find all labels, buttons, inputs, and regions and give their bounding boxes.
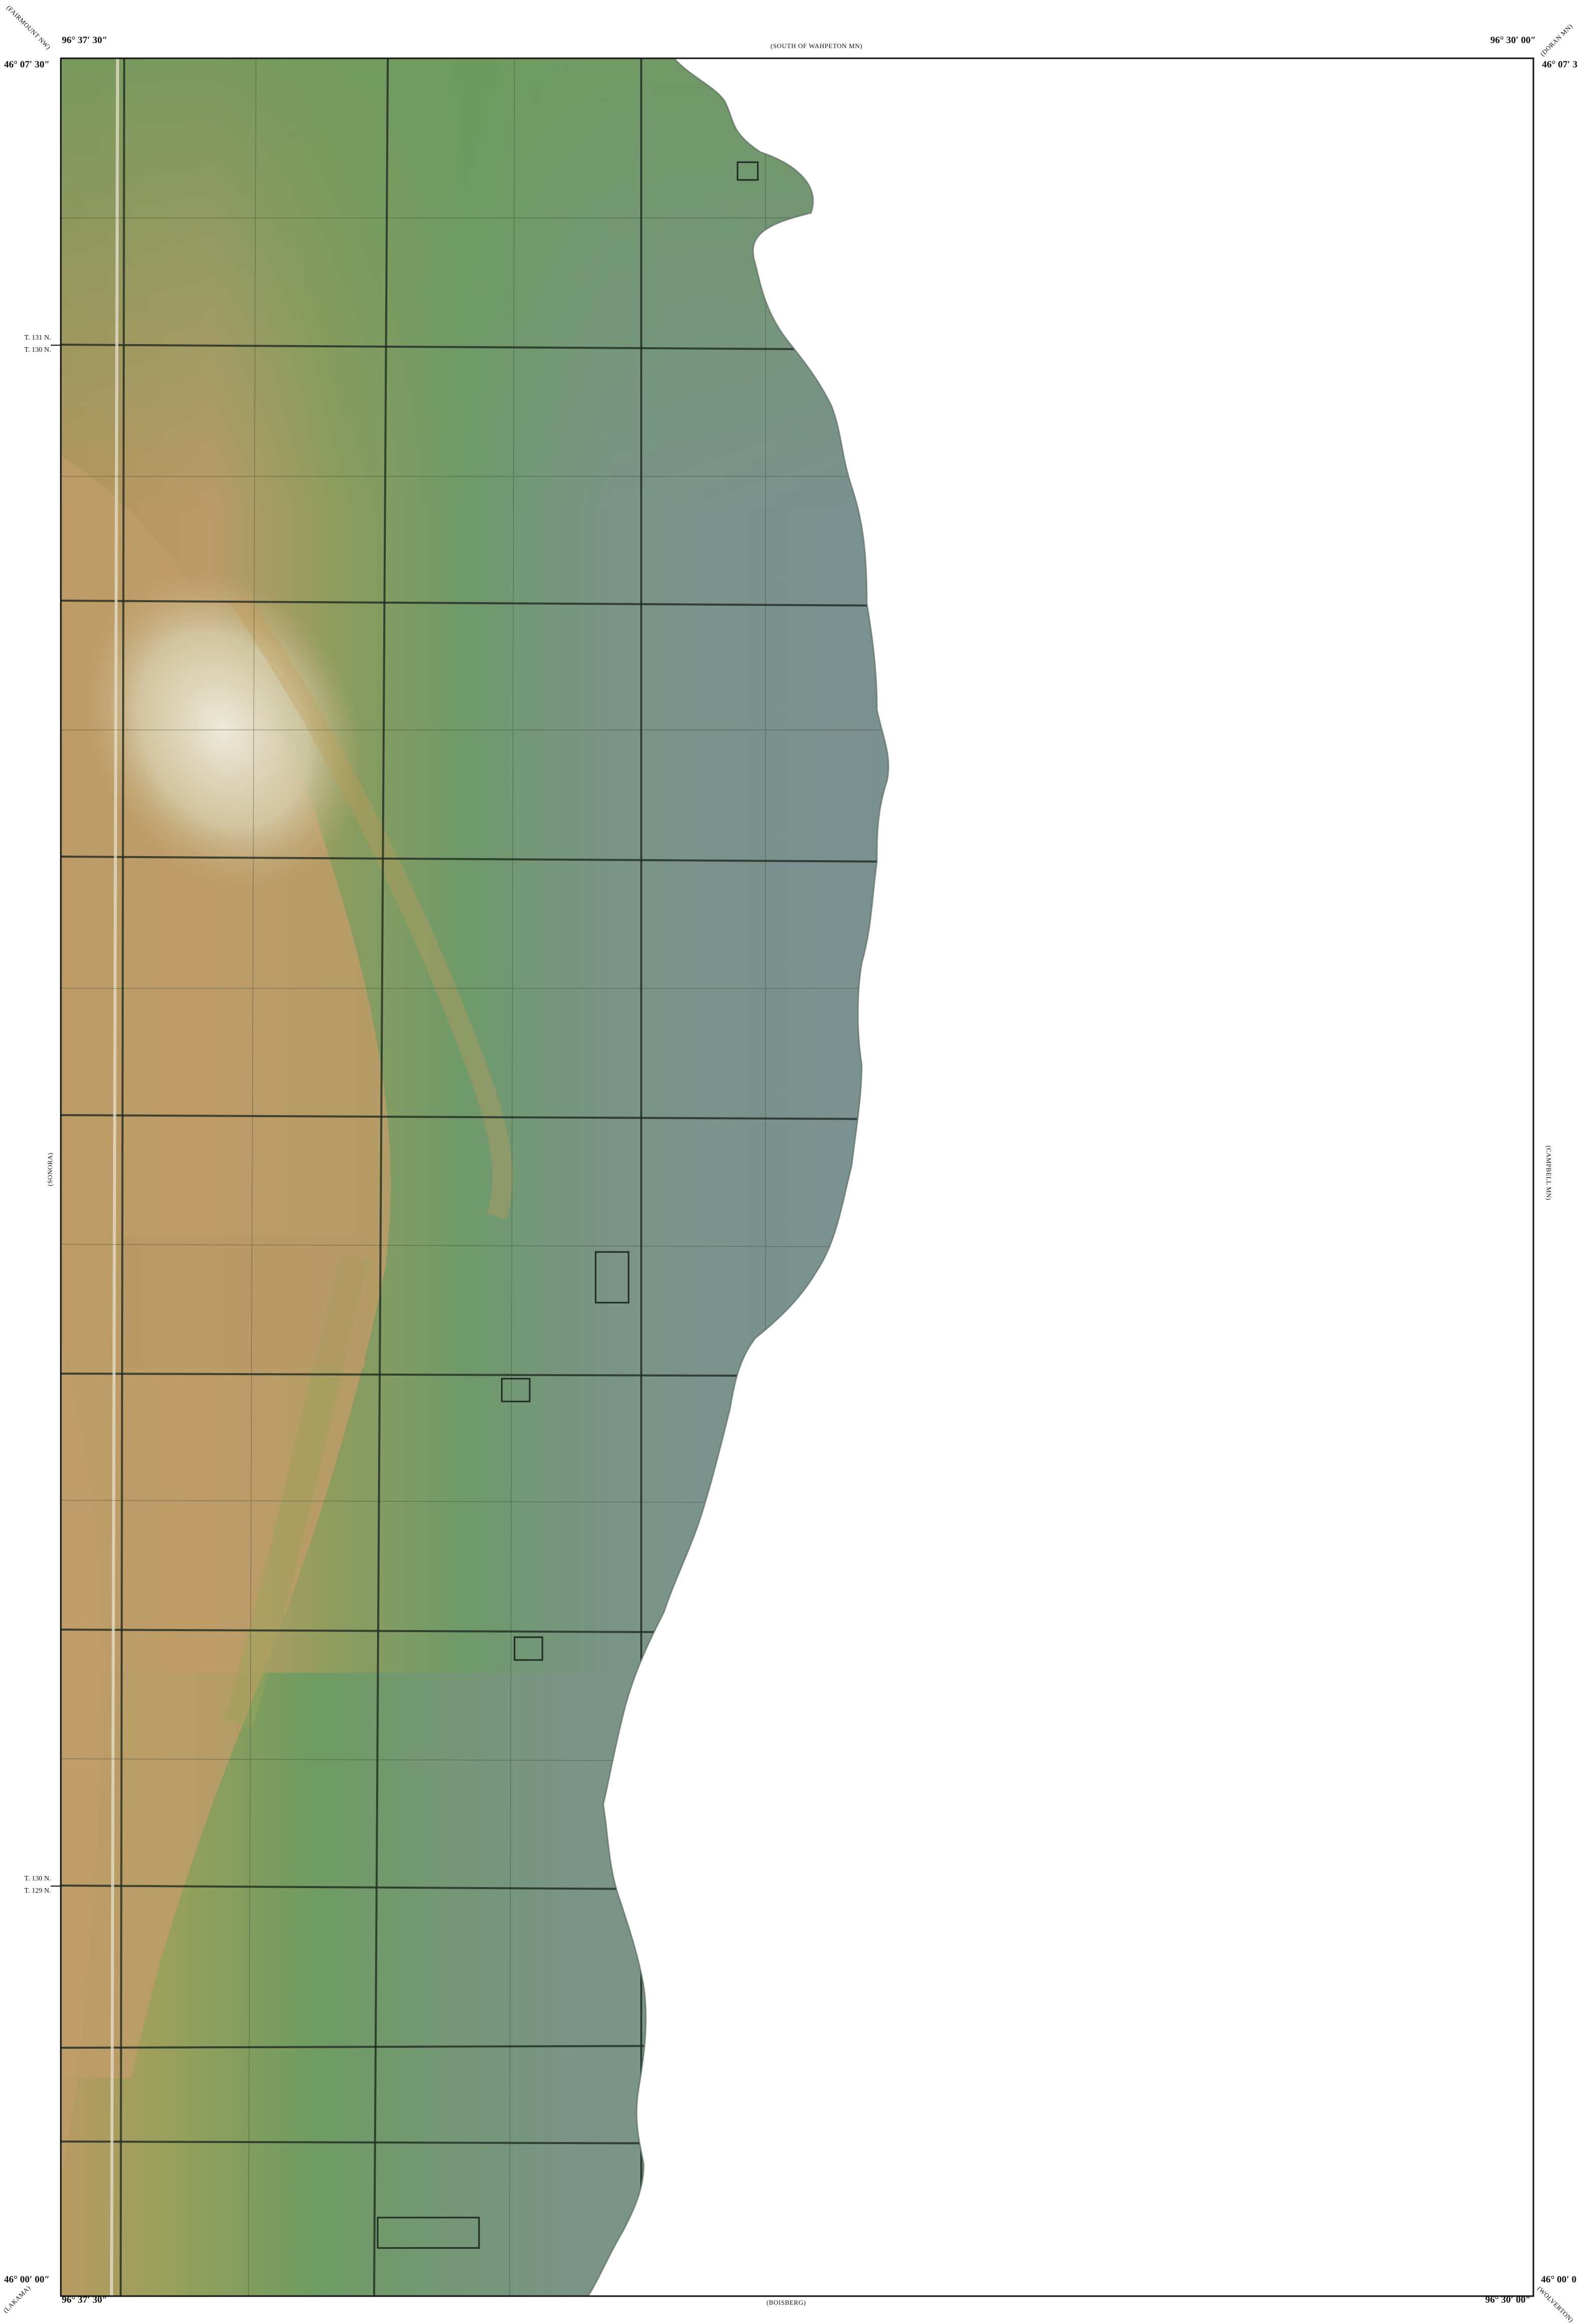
township-label-upper-a: T. 131 N. (24, 334, 51, 342)
top-right-latitude: 46° 07′ 3 (1542, 59, 1577, 70)
adjacent-quad-east: (CAMPBELL MN) (1545, 1146, 1553, 1201)
adjacent-quad-south: (BOISBERG) (766, 2299, 806, 2306)
terrain-layer (61, 58, 889, 2296)
bottom-right-longitude: 96° 30′ 00″ (1485, 2295, 1531, 2305)
top-left-longitude: 96° 37′ 30″ (62, 35, 107, 46)
township-label-lower-a: T. 130 N. (24, 1875, 51, 1883)
top-right-longitude: 96° 30′ 00″ (1490, 35, 1536, 46)
township-tick-lower (51, 1886, 61, 1887)
top-left-latitude: 46° 07′ 30″ (4, 59, 50, 70)
map-neatline (60, 57, 1534, 2297)
bottom-left-longitude: 96° 37′ 30″ (62, 2295, 107, 2305)
bottom-left-latitude: 46° 00′ 00″ (4, 2274, 50, 2285)
township-label-upper-b: T. 130 N. (24, 346, 51, 354)
township-tick-upper (51, 345, 61, 346)
township-label-lower-b: T. 129 N. (24, 1887, 51, 1895)
bottom-right-latitude: 46° 00′ 0 (1541, 2274, 1576, 2285)
adjacent-quad-west: (SONORA) (46, 1152, 54, 1186)
adjacent-quad-north: (SOUTH OF WAHPETON MN) (770, 42, 863, 50)
